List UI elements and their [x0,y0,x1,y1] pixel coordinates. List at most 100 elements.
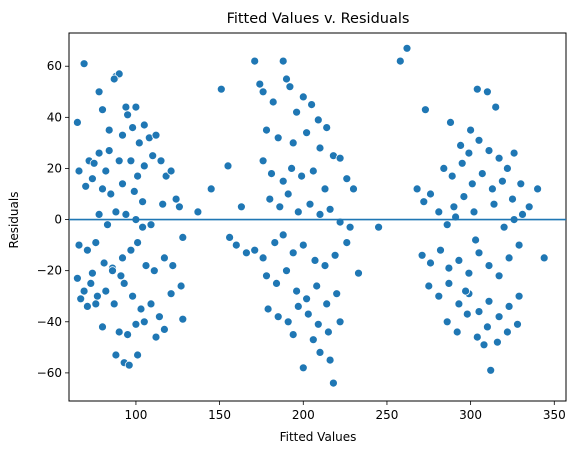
data-point [355,269,363,277]
data-point [149,152,157,160]
data-point [160,325,168,333]
data-point [125,361,133,369]
data-point [437,246,445,254]
data-point [462,287,470,295]
data-point [122,103,130,111]
data-point [396,57,404,65]
data-point [514,320,522,328]
data-point [137,305,145,313]
data-point [324,328,332,336]
data-point [88,175,96,183]
data-point [274,134,282,142]
data-point [263,126,271,134]
y-tick-label: −20 [37,264,62,278]
data-point [314,320,322,328]
data-point [102,167,110,175]
data-point [294,208,302,216]
y-tick-label: 60 [47,59,62,73]
data-point [251,246,259,254]
data-point [505,254,513,262]
data-point [139,223,147,231]
data-point [463,310,471,318]
data-point [117,272,125,280]
data-point [458,159,466,167]
y-tick-label: 40 [47,110,62,124]
data-point [88,269,96,277]
data-point [274,313,282,321]
data-point [457,141,465,149]
data-point [495,272,503,280]
data-point [140,318,148,326]
y-tick-label: 20 [47,161,62,175]
data-point [263,272,271,280]
data-point [279,177,287,185]
data-point [503,328,511,336]
data-point [304,310,312,318]
data-point [503,164,511,172]
data-point [289,331,297,339]
data-point [421,106,429,114]
data-point [172,195,180,203]
data-point [336,318,344,326]
data-point [490,200,498,208]
data-point [269,98,277,106]
data-point [115,157,123,165]
data-point [299,241,307,249]
data-point [159,200,167,208]
data-point [110,300,118,308]
x-tick-label: 100 [124,408,147,422]
data-point [134,239,142,247]
data-point [107,190,115,198]
data-point [316,144,324,152]
data-point [259,254,267,262]
data-point [289,139,297,147]
data-point [316,210,324,218]
data-point [303,295,311,303]
data-point [127,246,135,254]
data-point [447,118,455,126]
data-point [425,282,433,290]
data-point [460,193,468,201]
scatter-points [73,44,548,387]
data-point [468,180,476,188]
data-point [105,126,113,134]
data-point [336,154,344,162]
data-point [485,147,493,155]
data-point [440,164,448,172]
data-point [132,320,140,328]
data-point [147,221,155,229]
data-point [435,292,443,300]
data-point [299,93,307,101]
y-tick-label: 0 [54,213,62,227]
x-tick-label: 350 [543,408,566,422]
data-point [179,315,187,323]
data-point [323,300,331,308]
data-point [333,290,341,298]
data-point [224,162,232,170]
data-point [119,254,127,262]
data-point [343,175,351,183]
data-point [293,108,301,116]
data-point [375,223,383,231]
data-point [264,305,272,313]
data-point [194,208,202,216]
data-point [308,101,316,109]
data-point [77,295,85,303]
data-point [465,149,473,157]
data-point [102,287,110,295]
x-axis-label: Fitted Values [280,430,357,444]
y-tick-label: −60 [37,366,62,380]
data-point [309,167,317,175]
data-point [313,282,321,290]
data-point [99,323,107,331]
data-point [95,88,103,96]
data-point [445,264,453,272]
data-point [92,300,100,308]
data-point [485,262,493,270]
data-point [495,154,503,162]
data-point [132,103,140,111]
data-point [467,126,475,134]
data-point [273,279,281,287]
data-point [453,328,461,336]
